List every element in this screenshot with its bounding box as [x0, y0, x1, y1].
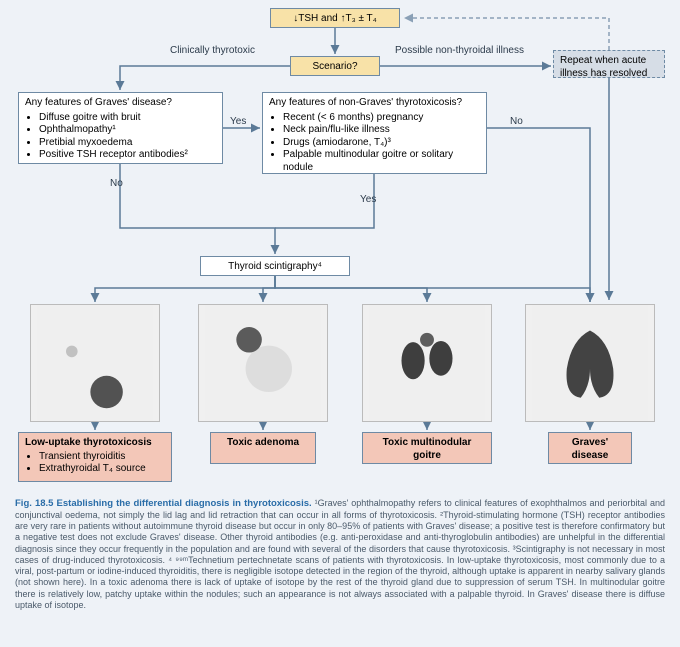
graves-item: Diffuse goitre with bruit [39, 112, 216, 125]
scan-multinodular [362, 304, 492, 422]
repeat-text: Repeat when acute illness has resolved [560, 55, 647, 79]
scintigraphy-box: Thyroid scintigraphy⁴ [200, 256, 350, 276]
outcome-low-uptake-item: Extrathyroidal T₄ source [39, 463, 165, 476]
label-yes-graves: Yes [230, 116, 246, 127]
label-yes-nongraves: Yes [360, 194, 376, 205]
scan-low-uptake [30, 304, 160, 422]
outcome-toxic-adenoma-title: Toxic adenoma [227, 437, 299, 448]
nongraves-features-box: Any features of non-Graves' thyrotoxicos… [262, 92, 487, 174]
graves-list: Diffuse goitre with bruit Ophthalmopathy… [25, 112, 216, 162]
scenario-box: Scenario? [290, 56, 380, 76]
label-no-nongraves: No [510, 116, 523, 127]
outcome-low-uptake-item: Transient thyroiditis [39, 451, 165, 464]
scintigraphy-text: Thyroid scintigraphy⁴ [228, 261, 322, 272]
outcome-graves-title: Graves' disease [572, 437, 609, 461]
start-box: ↓TSH and ↑T₃ ± T₄ [270, 8, 400, 28]
caption-body: ¹Graves' ophthalmopathy refers to clinic… [15, 498, 665, 610]
nongraves-item: Drugs (amiodarone, T₄)³ [283, 137, 480, 150]
outcome-toxic-multinodular-title: Toxic multinodular goitre [383, 437, 472, 461]
graves-title: Any features of Graves' disease? [25, 97, 216, 110]
repeat-box: Repeat when acute illness has resolved [553, 50, 665, 78]
graves-item: Ophthalmopathy¹ [39, 124, 216, 137]
label-no-graves: No [110, 178, 123, 189]
nongraves-item: Neck pain/flu-like illness [283, 124, 480, 137]
scenario-text: Scenario? [312, 61, 357, 72]
start-text: ↓TSH and ↑T₃ ± T₄ [293, 13, 376, 24]
outcome-toxic-multinodular: Toxic multinodular goitre [362, 432, 492, 464]
outcome-toxic-adenoma: Toxic adenoma [210, 432, 316, 464]
label-possible-nonthyroidal: Possible non-thyroidal illness [395, 45, 524, 56]
outcome-low-uptake-list: Transient thyroiditis Extrathyroidal T₄ … [25, 451, 165, 476]
outcome-graves-disease: Graves' disease [548, 432, 632, 464]
outcome-low-uptake: Low-uptake thyrotoxicosis Transient thyr… [18, 432, 172, 482]
nongraves-item: Recent (< 6 months) pregnancy [283, 112, 480, 125]
nongraves-list: Recent (< 6 months) pregnancy Neck pain/… [269, 112, 480, 175]
nongraves-item: Palpable multinodular goitre or solitary… [283, 149, 480, 174]
outcome-low-uptake-title: Low-uptake thyrotoxicosis [25, 437, 152, 448]
caption-lead: Fig. 18.5 Establishing the differential … [15, 498, 312, 509]
nongraves-title: Any features of non-Graves' thyrotoxicos… [269, 97, 480, 110]
graves-item: Positive TSH receptor antibodies² [39, 149, 216, 162]
graves-features-box: Any features of Graves' disease? Diffuse… [18, 92, 223, 164]
label-clinically-thyrotoxic: Clinically thyrotoxic [170, 45, 255, 56]
graves-item: Pretibial myxoedema [39, 137, 216, 150]
scan-toxic-adenoma [198, 304, 328, 422]
scan-graves [525, 304, 655, 422]
figure-caption: Fig. 18.5 Establishing the differential … [15, 498, 665, 611]
